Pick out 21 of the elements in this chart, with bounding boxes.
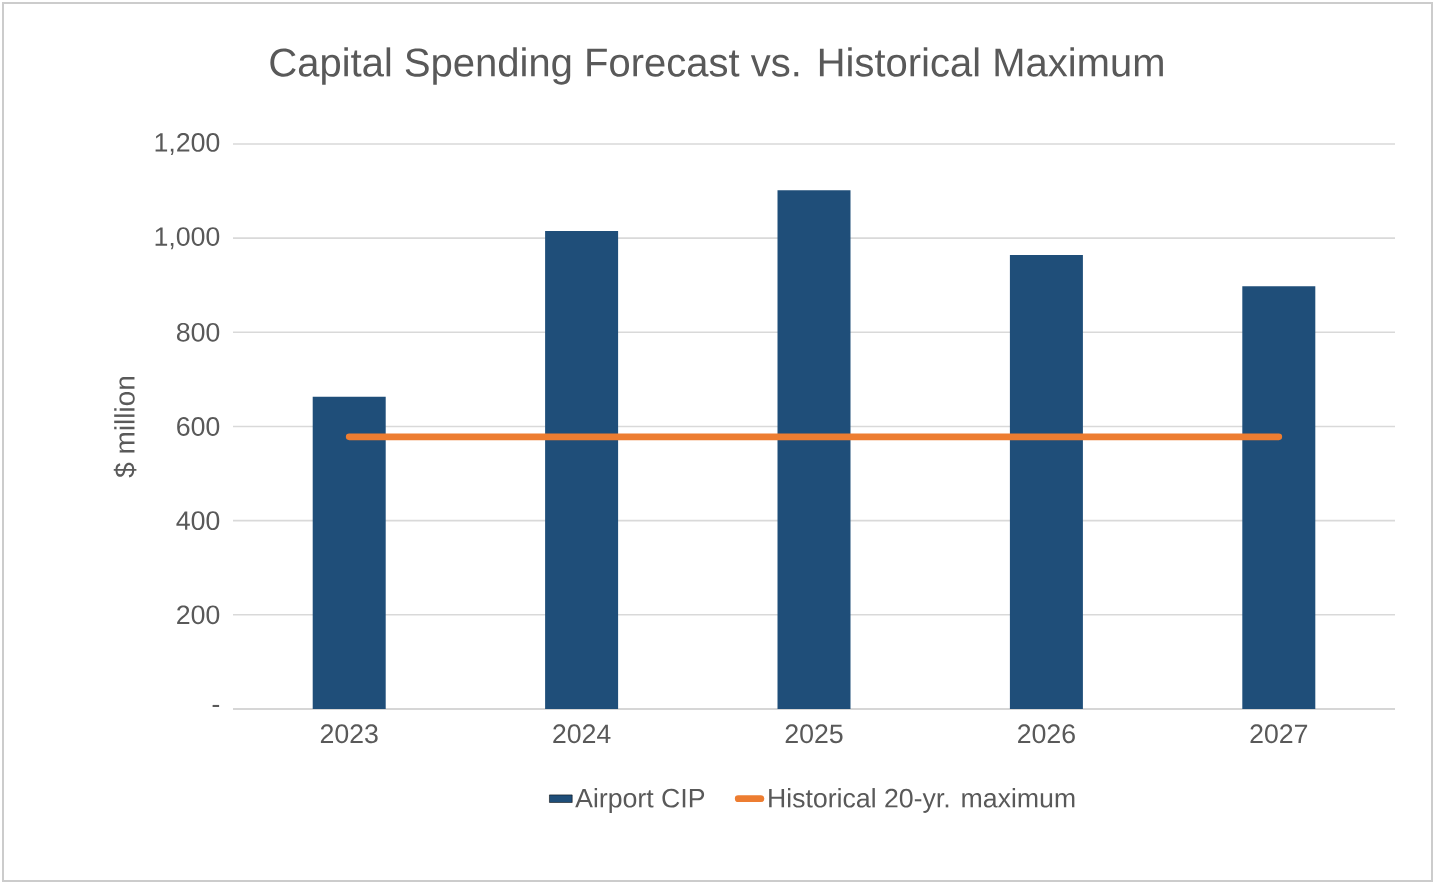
y-tick-label: 600 bbox=[177, 417, 220, 436]
y-tick-label: 1,000 bbox=[155, 227, 220, 250]
bar bbox=[1009, 255, 1083, 709]
x-tick-label: 2024 bbox=[553, 724, 611, 744]
x-tick-label: 2026 bbox=[1018, 724, 1075, 744]
x-tick-label: 2027 bbox=[1250, 724, 1308, 744]
y-tick-label: 200 bbox=[177, 605, 220, 625]
y-tick-label: - bbox=[212, 704, 220, 708]
y-tick-label: 800 bbox=[176, 322, 220, 342]
x-tick-label: 2025 bbox=[785, 724, 843, 744]
legend-label: Airport CIP bbox=[575, 788, 705, 813]
y-tick-label: 400 bbox=[176, 511, 220, 531]
bar bbox=[312, 396, 386, 709]
legend-label: Historical 20-yr. maximum bbox=[769, 788, 1075, 813]
bar bbox=[777, 190, 851, 709]
y-axis-title: $ million bbox=[113, 377, 137, 478]
y-tick-label: 1,200 bbox=[155, 132, 220, 155]
chart-title: Capital Spending Forecast vs. Historical Maximum bbox=[270, 47, 1163, 85]
bar bbox=[1242, 286, 1316, 709]
bar bbox=[545, 231, 619, 709]
x-tick-label: 2023 bbox=[320, 724, 378, 744]
